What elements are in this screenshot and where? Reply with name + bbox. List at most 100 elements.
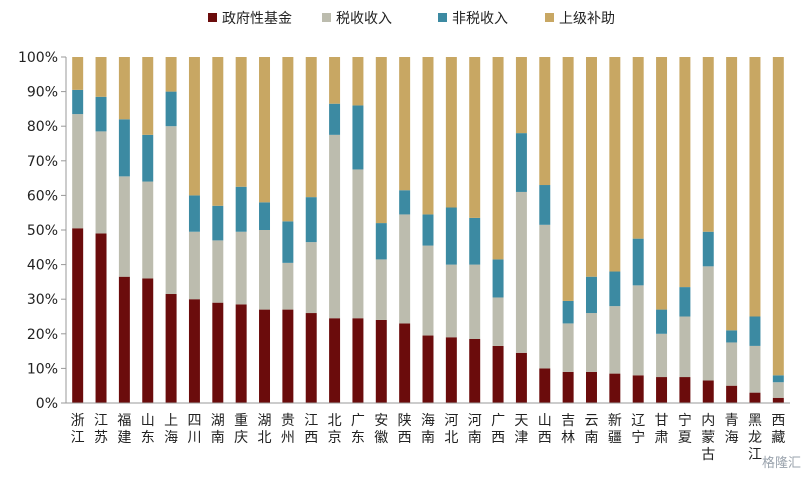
bar-segment-4 (726, 57, 738, 331)
x-tick-label: 江 (748, 447, 762, 463)
y-tick-label: 20% (27, 327, 58, 343)
legend-label: 政府性基金 (222, 10, 292, 27)
bar-segment-4 (329, 57, 341, 104)
bar-segment-2 (118, 176, 130, 277)
bar-segment-2 (329, 134, 341, 319)
bar-segment-2 (399, 214, 411, 324)
x-tick-label: 南 (584, 430, 598, 446)
x-tick-label: 辽 (631, 413, 645, 429)
bar-segment-3 (422, 214, 434, 246)
x-tick-label: 西 (771, 413, 785, 429)
x-tick-label: 吉 (561, 413, 575, 429)
x-tick-label: 蒙 (701, 430, 715, 446)
bar-segment-3 (72, 89, 84, 115)
x-tick-label: 安 (374, 413, 388, 429)
y-axis: 0% 10% 20% 30% 40% 50% 60% 70% 80% 90% 100% (18, 50, 67, 412)
bar-segment-1 (352, 318, 364, 403)
bar-segment-4 (562, 57, 574, 301)
x-tick-label: 夏 (678, 430, 692, 446)
bar-segment-1 (445, 337, 457, 403)
bar-segment-2 (72, 114, 84, 229)
bar-segment-2 (259, 230, 271, 310)
legend-swatch (545, 13, 554, 22)
bar-segment-3 (352, 105, 364, 170)
bars-area (72, 57, 784, 403)
bar-segment-3 (165, 91, 177, 127)
bar-segment-3 (726, 330, 738, 343)
legend-swatch (322, 13, 331, 22)
bar-segment-3 (469, 217, 481, 265)
bar-segment-4 (212, 57, 224, 206)
bar-segment-1 (212, 302, 224, 403)
x-tick-label: 庆 (234, 430, 248, 446)
bar-segment-2 (282, 262, 294, 310)
x-tick-label: 海 (725, 430, 739, 446)
x-tick-label: 津 (514, 430, 528, 446)
x-tick-label: 湖 (211, 413, 225, 429)
bar-segment-4 (492, 57, 504, 260)
bar-segment-4 (259, 57, 271, 203)
bar-segment-1 (609, 373, 621, 403)
x-tick-label: 龙 (748, 430, 762, 446)
legend: 政府性基金 税收收入 非税收入 上级补助 (208, 10, 615, 27)
x-tick-label: 宁 (631, 429, 645, 446)
x-tick-label: 福 (117, 413, 131, 429)
x-tick-label: 宁 (678, 412, 692, 429)
y-tick-label: 90% (27, 85, 58, 101)
bar-segment-3 (609, 271, 621, 307)
x-tick-label: 徽 (374, 430, 388, 446)
bar-segment-4 (469, 57, 481, 218)
bar-segment-1 (726, 385, 738, 403)
x-tick-label: 江 (94, 413, 108, 429)
x-tick-label: 川 (187, 430, 201, 446)
bar-segment-3 (632, 238, 644, 286)
legend-swatch (208, 13, 217, 22)
x-tick-label: 南 (421, 430, 435, 446)
bar-segment-2 (375, 259, 387, 320)
bar-segment-2 (585, 313, 597, 372)
x-tick-label: 东 (141, 430, 155, 446)
x-tick-label: 藏 (771, 430, 785, 446)
bar-segment-4 (702, 57, 714, 232)
bar-segment-3 (702, 231, 714, 267)
watermark-text: 格隆汇 (761, 456, 801, 471)
bar-segment-1 (142, 278, 154, 403)
x-tick-label: 重 (234, 413, 248, 429)
bar-segment-1 (772, 397, 784, 403)
x-tick-label: 疆 (608, 430, 622, 446)
bar-segment-4 (118, 57, 130, 120)
bar-segment-2 (352, 169, 364, 319)
bar-segment-2 (445, 264, 457, 338)
bar-segment-4 (585, 57, 597, 277)
bar-segment-4 (375, 57, 387, 224)
bar-segment-3 (282, 221, 294, 263)
x-tick-label: 四 (187, 413, 201, 429)
bar-segment-3 (212, 205, 224, 241)
bar-segment-3 (235, 186, 247, 232)
bar-segment-4 (632, 57, 644, 239)
y-tick-label: 30% (27, 292, 58, 308)
bar-segment-1 (585, 371, 597, 403)
x-tick-label: 肃 (655, 430, 669, 446)
bar-segment-2 (142, 181, 154, 279)
bar-segment-2 (515, 191, 527, 353)
bar-segment-2 (188, 231, 200, 300)
bar-segment-3 (749, 316, 761, 346)
bar-segment-4 (445, 57, 457, 208)
bar-segment-2 (212, 240, 224, 303)
x-tick-label: 浙 (71, 413, 85, 429)
legend-label: 上级补助 (559, 11, 615, 27)
x-tick-label: 江 (304, 413, 318, 429)
bar-segment-1 (375, 319, 387, 403)
x-tick-label: 陕 (398, 413, 412, 429)
bar-segment-4 (679, 57, 691, 288)
bar-segment-1 (679, 377, 691, 403)
bar-segment-4 (515, 57, 527, 134)
bar-segment-1 (305, 313, 317, 403)
y-tick-label: 70% (27, 154, 58, 170)
x-tick-label: 南 (468, 430, 482, 446)
y-tick-label: 0% (36, 396, 58, 412)
bar-segment-3 (329, 103, 341, 135)
bar-segment-4 (609, 57, 621, 272)
x-tick-label: 内 (701, 413, 715, 429)
